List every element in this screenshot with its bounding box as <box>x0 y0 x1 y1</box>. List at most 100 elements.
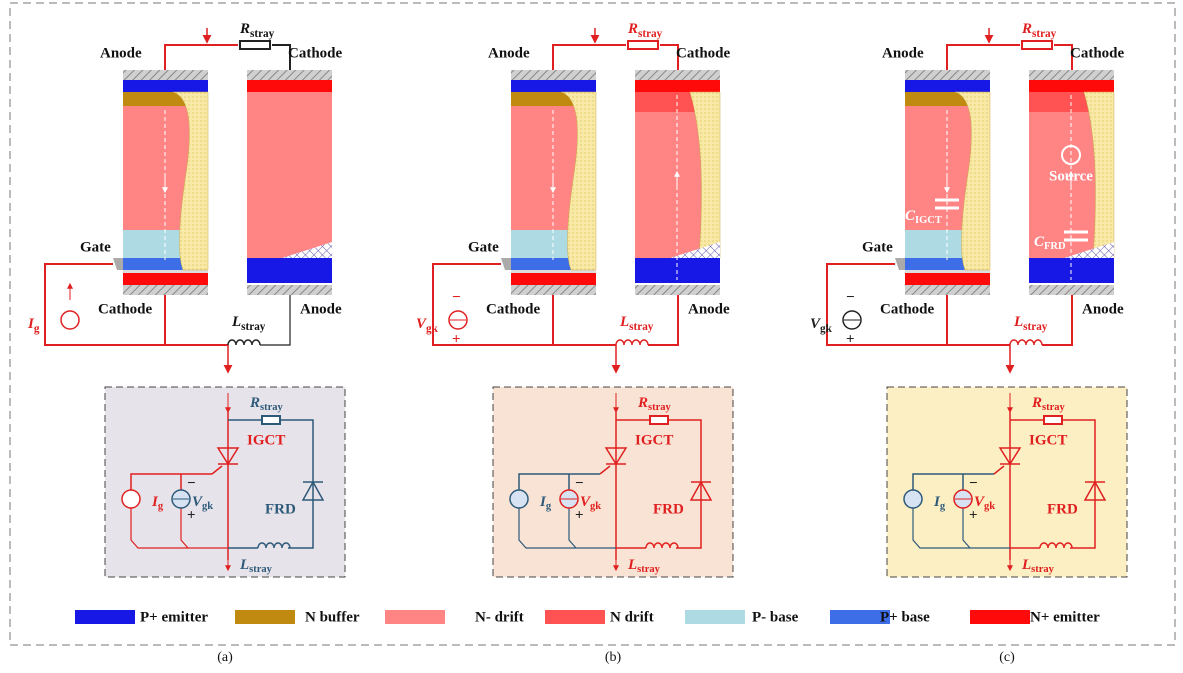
contact <box>1029 285 1114 295</box>
ig-label-subscript: g <box>940 501 946 512</box>
resistor <box>1044 416 1062 424</box>
contact <box>905 70 990 80</box>
l-stray-label-symbol: L <box>231 314 241 330</box>
l-stray-label: Lstray <box>231 314 266 332</box>
sign: + <box>969 507 978 523</box>
layer-gap <box>511 270 596 273</box>
cathode-label: Cathode <box>98 301 153 317</box>
vgk-label-subscript: gk <box>590 501 601 512</box>
sign: + <box>846 331 855 347</box>
r-stray-label-symbol: R <box>249 395 260 411</box>
source-label-subscript: gk <box>820 323 833 335</box>
gate-label: Gate <box>468 239 499 255</box>
r-stray-label-symbol: R <box>239 21 250 37</box>
panel: RstrayAnodeCathodeGateCathodeAnodeLstray… <box>416 21 733 665</box>
sign: + <box>575 507 584 523</box>
r-stray-label: Rstray <box>1021 21 1057 39</box>
gate-label: Gate <box>862 239 893 255</box>
contact <box>635 285 720 295</box>
sign: − <box>187 475 196 491</box>
r-stray-label-symbol: R <box>627 21 638 37</box>
contact <box>247 285 332 295</box>
anode-label: Anode <box>882 45 924 61</box>
resistor <box>650 416 668 424</box>
anode-label: Anode <box>1082 301 1124 317</box>
figure: Rstray Anode Cathode Gate Cathode Anode Lstray… <box>0 0 1183 668</box>
layer <box>123 273 208 285</box>
caption: (b) <box>605 650 622 665</box>
r-stray-label-symbol: R <box>1021 21 1032 37</box>
legend-swatch <box>235 610 295 624</box>
inductor <box>228 340 260 345</box>
contact <box>905 285 990 295</box>
layer <box>247 258 332 283</box>
l-stray-label: Lstray <box>1013 314 1048 332</box>
legend-swatch <box>75 610 135 624</box>
resistor <box>628 41 658 49</box>
contact <box>511 285 596 295</box>
source-label-subscript: g <box>34 323 40 335</box>
layer <box>247 92 332 258</box>
layer <box>905 80 990 92</box>
ig-label-subscript: g <box>546 501 552 512</box>
contact <box>247 70 332 80</box>
igct-label: IGCT <box>1029 432 1067 448</box>
l-stray-label-subscript: stray <box>637 564 660 575</box>
anode-label: Anode <box>688 301 730 317</box>
igct-label: IGCT <box>247 432 285 448</box>
anode-label: Anode <box>300 301 342 317</box>
l-stray-label-symbol: L <box>627 557 637 573</box>
layer <box>511 273 596 285</box>
gate-contact <box>501 258 511 270</box>
anode-label: Anode <box>100 45 142 61</box>
cathode-label: Cathode <box>676 45 731 61</box>
contact <box>511 70 596 80</box>
vgk-label-subscript: gk <box>202 501 213 512</box>
layer-gap <box>123 270 208 273</box>
legend-label: P- base <box>752 609 799 625</box>
r-stray-label: Rstray <box>239 21 275 39</box>
igct-label: IGCT <box>635 432 673 448</box>
l-stray-label: Lstray <box>619 314 654 332</box>
source-label: Ig <box>27 316 40 334</box>
gate-contact <box>113 258 123 270</box>
l-stray-label-subscript: stray <box>1023 321 1048 333</box>
legend-label: N drift <box>610 609 654 625</box>
r-stray-label: Rstray <box>627 21 663 39</box>
source-label: Vgk <box>810 316 833 334</box>
legend-label: N buffer <box>305 609 360 625</box>
l-stray-label-subscript: stray <box>1031 564 1054 575</box>
sign: + <box>187 507 196 523</box>
anode-label: Anode <box>488 45 530 61</box>
c-frd-label-subscript: FRD <box>1044 241 1066 252</box>
layer-gap <box>905 270 990 273</box>
source-label: Source <box>1049 168 1093 184</box>
legend-label: P+ emitter <box>140 609 208 625</box>
wire <box>165 45 238 70</box>
l-stray-label-subscript: stray <box>241 321 266 333</box>
sign: − <box>846 289 855 305</box>
r-stray-label-subscript: stray <box>638 28 663 40</box>
layer <box>247 80 332 92</box>
wire <box>947 45 1020 70</box>
sign: + <box>452 331 461 347</box>
l-stray-label-symbol: L <box>1013 314 1023 330</box>
resistor <box>240 41 270 49</box>
legend-label: P+ base <box>880 609 930 625</box>
resistor <box>1022 41 1052 49</box>
inductor <box>616 340 648 345</box>
source <box>61 311 79 329</box>
contact <box>635 70 720 80</box>
l-stray-label-subscript: stray <box>629 321 654 333</box>
cathode-label: Cathode <box>288 45 343 61</box>
r-stray-label-subscript: stray <box>648 402 671 413</box>
current-source <box>122 490 140 508</box>
caption: (c) <box>999 650 1015 665</box>
source-label: Vgk <box>416 316 439 334</box>
caption: (a) <box>217 650 233 665</box>
contact <box>123 285 208 295</box>
layer <box>635 80 720 92</box>
